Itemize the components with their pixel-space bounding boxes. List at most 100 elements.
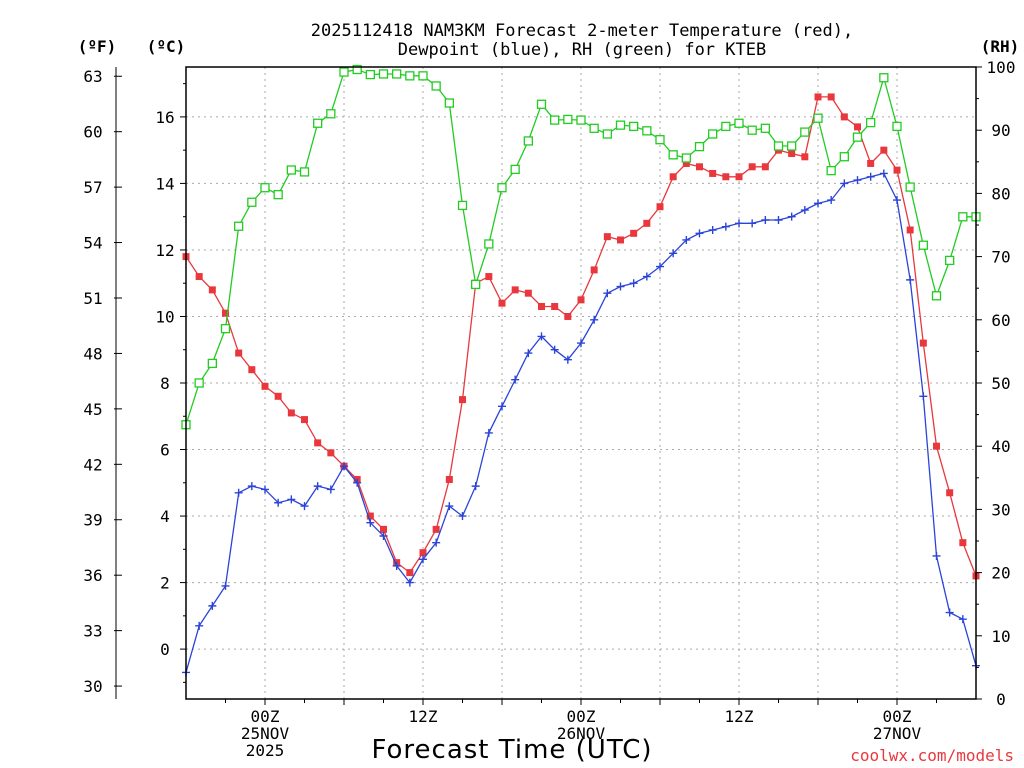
temperature-point: [709, 169, 717, 177]
dewpoint-point: [879, 169, 888, 178]
temperature-point: [617, 236, 624, 244]
rh-point: [418, 71, 428, 81]
rh-point: [655, 135, 665, 145]
rh-point: [602, 129, 612, 139]
rh-tick-label: 20: [991, 564, 1010, 583]
rh-tick-label: 70: [991, 248, 1010, 267]
dewpoint-point: [261, 485, 269, 494]
fahrenheit-tick-label: 57: [83, 178, 102, 197]
rh-point: [747, 125, 757, 135]
dewpoint-point: [379, 532, 388, 541]
rh-point: [471, 279, 481, 290]
celsius-tick-label: 16: [155, 108, 174, 127]
dewpoint-point: [866, 172, 875, 181]
temperature-point: [261, 382, 269, 390]
fahrenheit-tick-label: 60: [83, 123, 102, 142]
dewpoint-point: [419, 555, 427, 564]
rh-point: [629, 121, 639, 132]
fahrenheit-tick-label: 54: [83, 234, 102, 253]
rh-point: [299, 167, 310, 177]
temperature-point: [761, 163, 769, 171]
temperature-point: [919, 339, 927, 347]
fahrenheit-tick-label: 30: [83, 677, 102, 696]
dewpoint-point: [735, 219, 743, 228]
rh-point: [787, 141, 797, 151]
rh-point: [694, 141, 705, 152]
rh-point: [497, 183, 507, 193]
fahrenheit-tick-label: 51: [83, 289, 102, 308]
temperature-point: [788, 149, 796, 157]
chart-title: 2025112418 NAM3KM Forecast 2-meter Tempe…: [311, 21, 853, 41]
temperature-point: [248, 366, 256, 374]
rh-point: [879, 73, 889, 83]
rh-point: [642, 126, 652, 136]
temperature-point: [643, 219, 651, 227]
dewpoint-point: [906, 275, 915, 284]
dewpoint-point: [432, 538, 441, 547]
temperature-point: [722, 173, 730, 181]
temperature-point: [380, 525, 387, 533]
rh-point: [378, 69, 389, 79]
rh-point: [220, 323, 231, 334]
temperature-point: [801, 153, 809, 161]
dewpoint-point: [761, 216, 770, 225]
rh-tick-label: 60: [991, 311, 1010, 330]
rh-point: [708, 129, 718, 139]
rh-tick-label: 90: [991, 121, 1010, 140]
dewpoint-point: [853, 176, 862, 185]
rh-tick-label: 30: [991, 500, 1010, 519]
temperature-point: [906, 226, 914, 234]
rh-point: [405, 71, 415, 81]
dewpoint-point: [827, 196, 836, 205]
rh-point: [905, 182, 915, 192]
dewpoint-point: [340, 462, 348, 471]
fahrenheit-axis-unit: (ºF): [78, 37, 117, 56]
dewpoint-point: [577, 339, 585, 348]
rh-point: [194, 378, 204, 388]
temperature-point: [946, 489, 954, 497]
dewpoint-point: [748, 219, 757, 228]
rh-tick-label: 10: [991, 627, 1010, 646]
dewpoint-point: [274, 498, 283, 507]
x-tick-label: 25NOV: [241, 724, 290, 743]
rh-point: [286, 165, 296, 175]
temperature-point: [485, 273, 493, 281]
dewpoint-point: [221, 581, 230, 590]
temperature-point: [682, 159, 690, 167]
rh-point: [247, 197, 257, 207]
dewpoint-point: [195, 621, 204, 630]
rh-point: [207, 358, 217, 369]
celsius-tick-label: 6: [160, 441, 170, 460]
x-tick-label: 12Z: [409, 707, 438, 726]
dewpoint-point: [695, 229, 704, 238]
rh-point: [365, 69, 375, 80]
fahrenheit-tick-label: 48: [83, 344, 102, 363]
x-tick-label: 2025: [246, 741, 285, 760]
temperature-point: [208, 286, 216, 294]
x-tick-label: 26NOV: [557, 724, 606, 743]
chart-subtitle: Dewpoint (blue), RH (green) for KTEB: [398, 40, 766, 60]
rh-point: [892, 121, 902, 132]
rh-point: [852, 132, 863, 142]
temperature-point: [669, 173, 677, 181]
dewpoint-point: [287, 495, 296, 504]
dewpoint-point: [353, 478, 362, 487]
dewpoint-point: [840, 179, 849, 188]
fahrenheit-tick-label: 39: [83, 511, 102, 530]
rh-point: [734, 118, 744, 128]
rh-point: [826, 165, 836, 176]
celsius-tick-label: 0: [160, 640, 170, 659]
rh-point: [945, 255, 955, 266]
dewpoint-point: [537, 332, 546, 341]
temperature-point: [630, 229, 638, 237]
celsius-tick-label: 10: [155, 307, 174, 326]
celsius-tick-label: 4: [160, 507, 170, 526]
dewpoint-point: [919, 392, 928, 401]
temperature-point: [222, 309, 229, 317]
dewpoint-point: [313, 482, 322, 491]
x-tick-label: 27NOV: [873, 724, 922, 743]
celsius-tick-label: 2: [160, 574, 170, 593]
dewpoint-point: [392, 561, 401, 570]
rh-point: [523, 136, 533, 146]
